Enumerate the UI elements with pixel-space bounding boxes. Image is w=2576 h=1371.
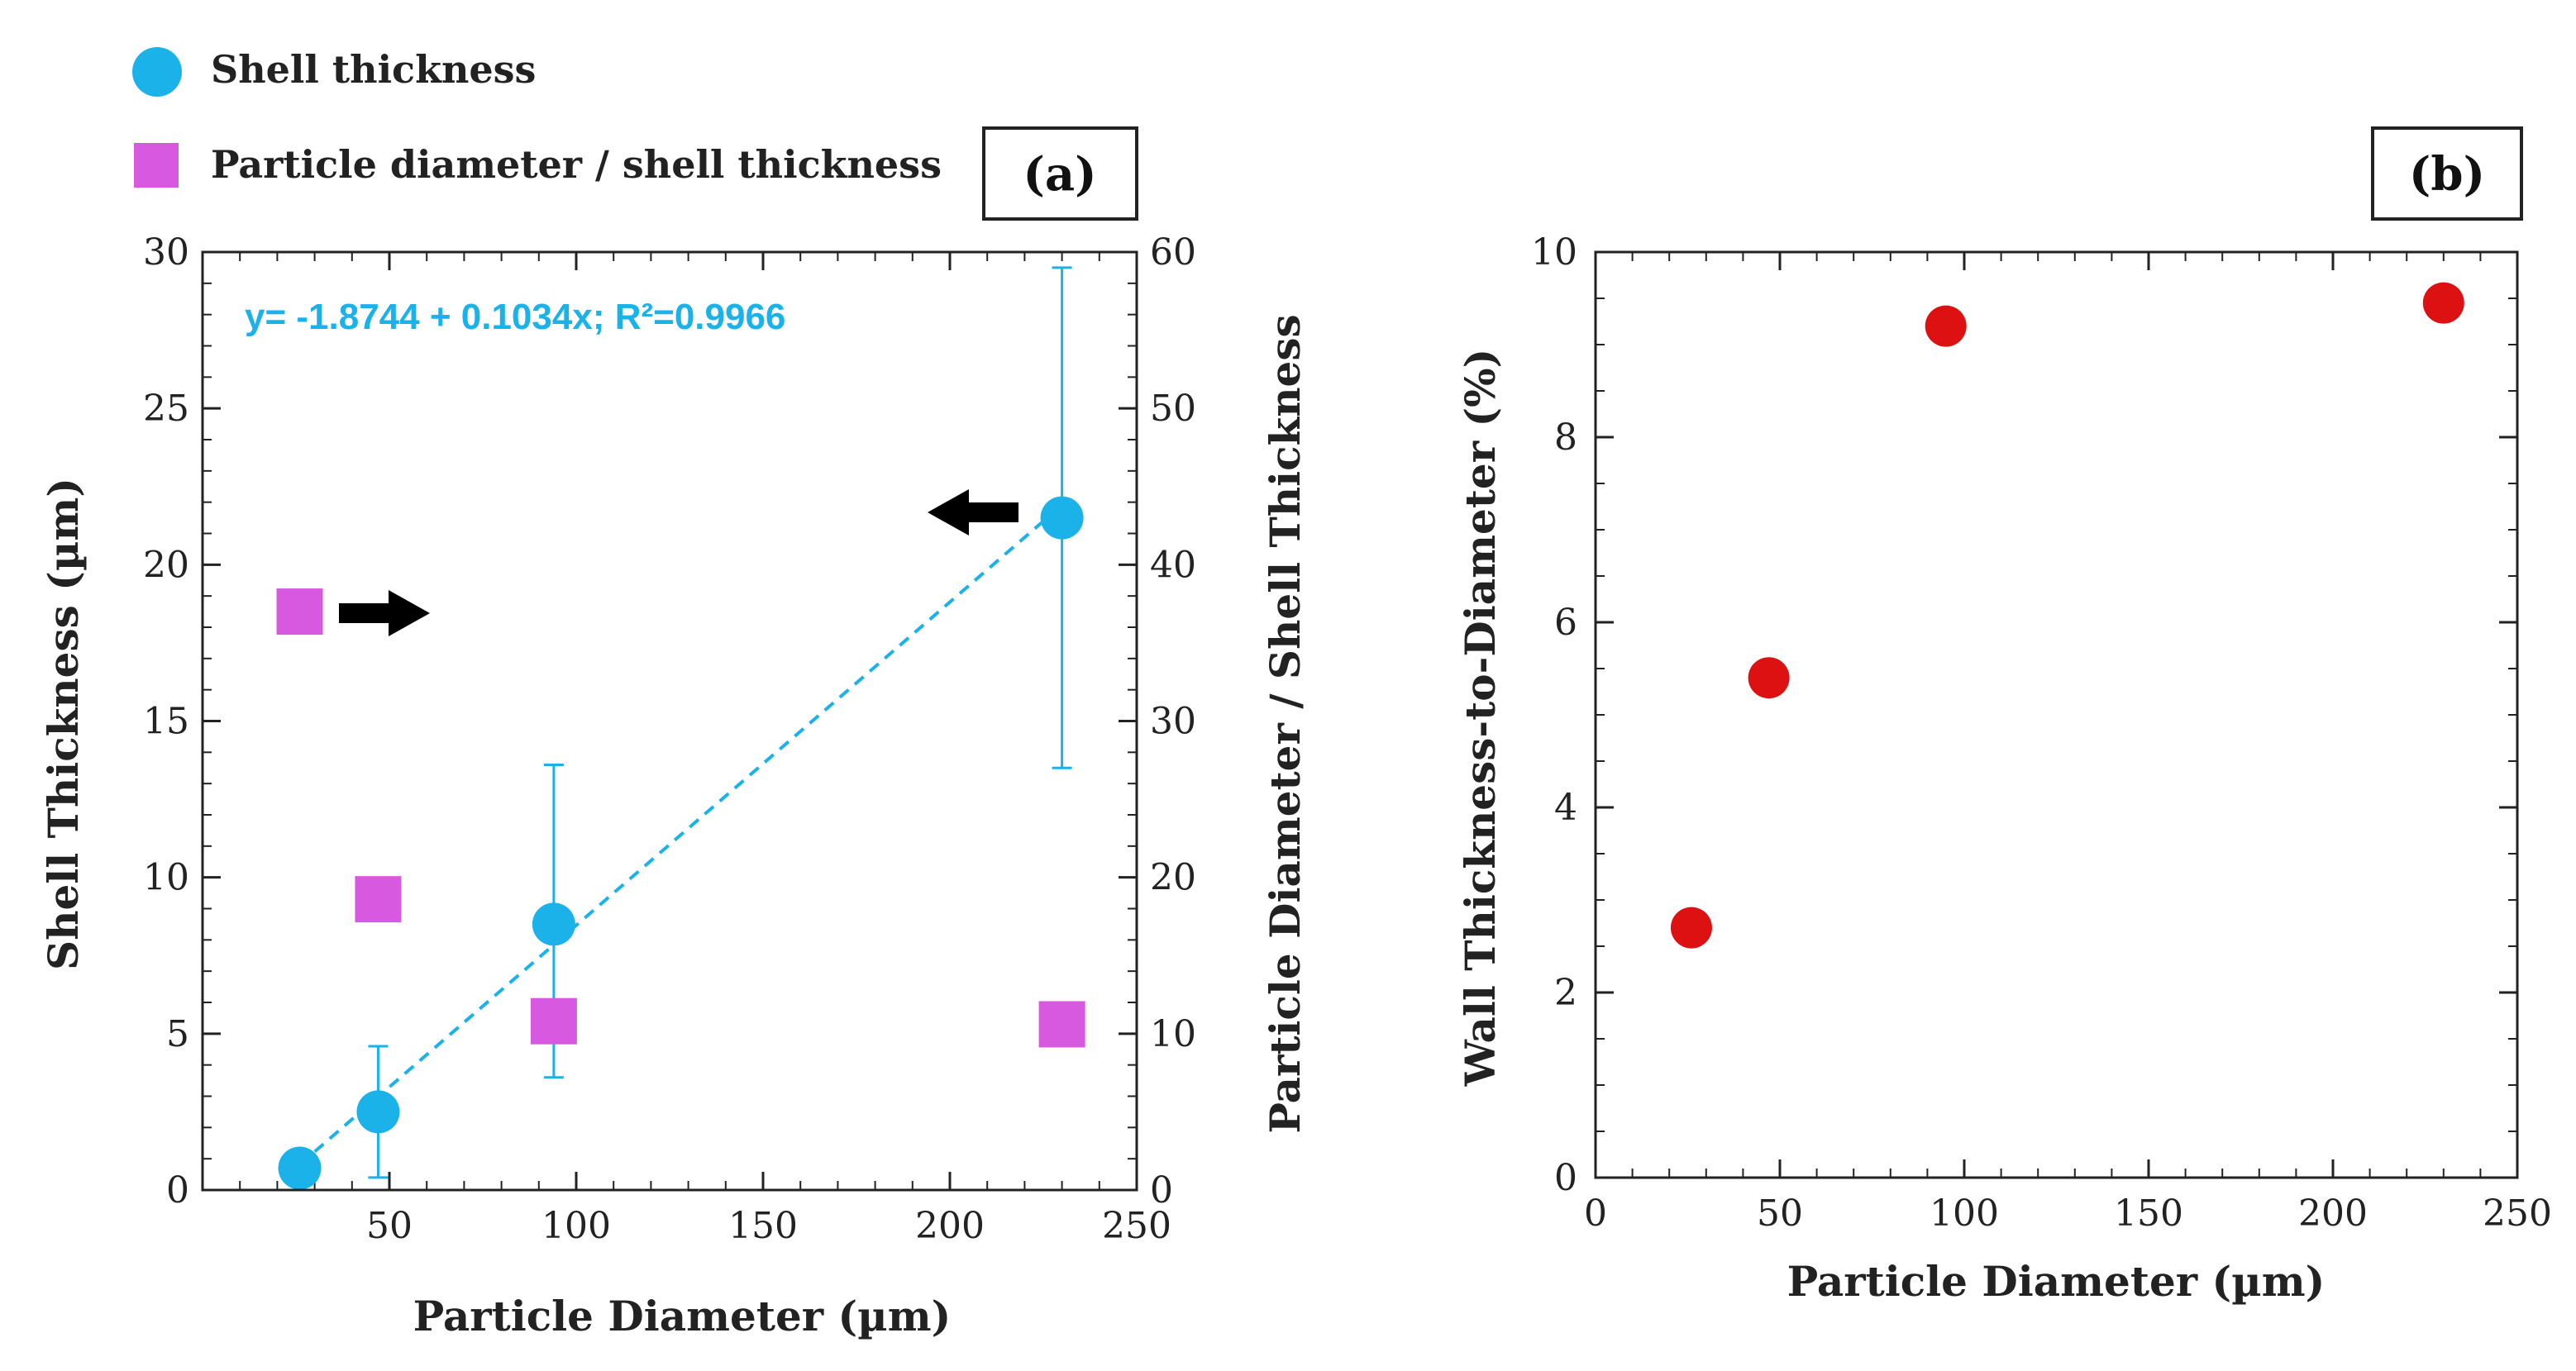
y2-tick-label: 60: [1150, 231, 1196, 274]
y-tick-label: 15: [143, 701, 189, 743]
panel-a-x-axis-title: Particle Diameter (µm): [413, 1292, 952, 1340]
panel-a-y-axis-title: Shell Thickness (µm): [39, 478, 88, 970]
chart-panel-a: (a) Particle Diameter (µm) Shell Thickne…: [39, 126, 1309, 1340]
panel-b-x-axis-title: Particle Diameter (µm): [1787, 1257, 2326, 1306]
x-tick-label: 50: [1757, 1192, 1803, 1235]
y2-tick-label: 40: [1150, 544, 1196, 586]
wall-thickness-point: [1670, 907, 1712, 949]
panel-b-label: (b): [2409, 147, 2485, 202]
panel-b-y-axis-title: Wall Thickness-to-Diameter (%): [1456, 349, 1505, 1088]
shell-thickness-point: [356, 1090, 400, 1134]
x-tick-label: 200: [915, 1205, 985, 1247]
y-tick-label: 10: [143, 857, 189, 899]
y-tick-label: 0: [166, 1169, 189, 1212]
wall-thickness-point: [1925, 305, 1967, 347]
shell-thickness-point: [532, 902, 575, 946]
y2-tick-label: 30: [1150, 701, 1196, 743]
y2-tick-label: 50: [1150, 388, 1196, 430]
ratio-point: [355, 876, 402, 923]
y-tick-label: 20: [143, 544, 189, 586]
y-tick-label: 5: [166, 1013, 189, 1055]
wall-thickness-point: [2422, 282, 2464, 324]
x-tick-label: 250: [2483, 1192, 2552, 1235]
y-tick-label: 25: [143, 388, 189, 430]
legend-ratio-label: Particle diameter / shell thickness: [211, 142, 942, 187]
y-tick-label: 2: [1554, 972, 1577, 1014]
y-tick-label: 30: [143, 231, 189, 274]
legend-shell-label: Shell thickness: [211, 47, 536, 92]
x-tick-label: 100: [1930, 1192, 1999, 1235]
y2-tick-label: 0: [1150, 1169, 1173, 1212]
shell-thickness-point: [1040, 496, 1084, 540]
ratio-point: [276, 588, 323, 636]
panel-a-y2-axis-title: Particle Diameter / Shell Thickness: [1261, 314, 1309, 1133]
legend-shell-marker: [132, 47, 182, 97]
x-tick-label: 150: [728, 1205, 798, 1247]
x-tick-label: 50: [366, 1205, 413, 1247]
arrow-right-icon: [339, 590, 430, 636]
legend-ratio-marker: [134, 143, 179, 188]
chart-panel-b: (b) Particle Diameter (µm) Wall Thicknes…: [1456, 126, 2552, 1306]
shell-thickness-point: [278, 1146, 322, 1190]
panel-a-label: (a): [1023, 147, 1096, 202]
panel-a-plot-frame: [201, 250, 1138, 1192]
y-tick-label: 0: [1554, 1157, 1577, 1199]
x-tick-label: 0: [1584, 1192, 1607, 1235]
wall-thickness-point: [1748, 657, 1790, 699]
ratio-point: [1038, 1001, 1085, 1048]
fit-equation: y= -1.8744 + 0.1034x; R²=0.9966: [245, 297, 785, 337]
y2-tick-label: 20: [1150, 857, 1196, 899]
x-tick-label: 200: [2298, 1192, 2368, 1235]
legend: Shell thickness Particle diameter / shel…: [132, 47, 942, 188]
x-tick-label: 150: [2114, 1192, 2183, 1235]
y-tick-label: 6: [1554, 602, 1577, 644]
panel-b-plot-frame: [1594, 250, 2519, 1179]
y-tick-label: 10: [1531, 231, 1577, 274]
arrow-left-icon: [928, 489, 1018, 536]
y2-tick-label: 10: [1150, 1013, 1196, 1055]
y-tick-label: 4: [1554, 787, 1577, 829]
x-tick-label: 100: [541, 1205, 611, 1247]
y-tick-label: 8: [1554, 417, 1577, 459]
panel-a-label-box: [982, 126, 1138, 221]
fit-line: [298, 503, 1063, 1166]
panel-b-label-box: [2371, 126, 2523, 221]
x-tick-label: 250: [1102, 1205, 1171, 1247]
ratio-point: [530, 997, 577, 1045]
